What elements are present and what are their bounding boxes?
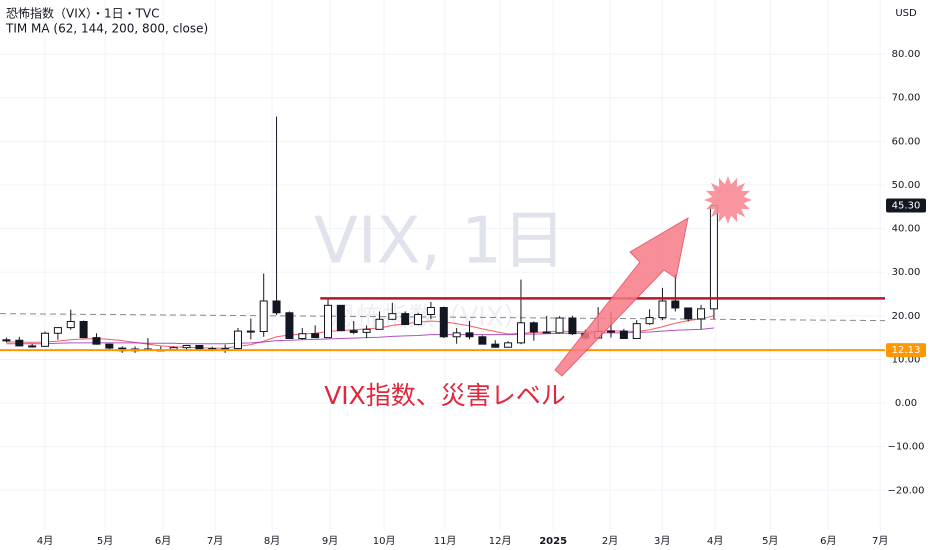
candle-body — [259, 300, 268, 333]
candle-body — [285, 312, 294, 340]
candle-body — [2, 339, 11, 342]
candle-body — [529, 322, 538, 333]
x-tick-label: 9月 — [322, 535, 338, 547]
last-price-tag-box — [886, 198, 926, 213]
x-tick-label: 3月 — [654, 535, 670, 547]
candle-body — [516, 322, 525, 344]
x-tick-label: 5月 — [97, 535, 113, 547]
candle-body — [465, 332, 474, 338]
candle-body — [414, 314, 423, 326]
y-tick-label: 70.00 — [892, 93, 921, 104]
candle-body — [28, 345, 37, 348]
candle-body — [298, 333, 307, 340]
candle-body — [426, 307, 435, 316]
candle-body — [195, 344, 204, 350]
candle-body — [349, 330, 358, 333]
x-tick-label: 6月 — [155, 535, 171, 547]
x-tick-label: 2025 — [539, 536, 567, 547]
candle-body — [272, 300, 281, 314]
candle-body — [41, 332, 50, 347]
y-tick-label: 20.00 — [892, 311, 921, 322]
support-tag-box — [886, 343, 926, 358]
candle-body — [697, 308, 706, 320]
y-tick-label: 0.00 — [895, 398, 917, 409]
y-tick-label: 30.00 — [892, 267, 921, 278]
x-tick-label: 4月 — [707, 535, 723, 547]
candle-body — [375, 318, 384, 330]
x-tick-label: 12月 — [489, 535, 512, 547]
candle-body — [709, 204, 718, 310]
y-tick-label: −10.00 — [887, 442, 924, 453]
x-tick-label: 5月 — [762, 535, 778, 547]
currency: USD — [895, 8, 917, 19]
candle-body — [15, 339, 24, 347]
candle-body — [311, 333, 320, 339]
candle-body — [53, 327, 62, 334]
annotation: VIX指数、災害レベル — [324, 381, 566, 410]
candle-body — [619, 330, 628, 340]
x-tick-label: 2月 — [602, 535, 618, 547]
candle-body — [542, 331, 551, 334]
x-tick-label: 6月 — [820, 535, 836, 547]
candle-body — [658, 300, 667, 319]
candle-body — [324, 304, 333, 339]
candle-body — [79, 320, 88, 339]
candle-body — [439, 307, 448, 338]
candle-body — [504, 342, 513, 348]
y-tick-label: 60.00 — [892, 136, 921, 147]
candle-body — [607, 330, 616, 333]
candle-body — [105, 343, 114, 349]
candle-body — [452, 332, 461, 338]
candle-body — [555, 317, 564, 334]
y-tick-label: 10.00 — [892, 354, 921, 365]
y-tick-label: −20.00 — [887, 485, 924, 496]
support-tag-label: 12.13 — [892, 345, 921, 356]
candle-body — [66, 320, 75, 329]
x-tick-label: 8月 — [264, 535, 280, 547]
candle-body — [684, 307, 693, 320]
last-price-tag-label: 45.30 — [892, 200, 921, 211]
candle-body — [645, 317, 654, 325]
candle-body — [233, 330, 242, 350]
candle-body — [478, 336, 487, 345]
arrow — [554, 217, 689, 377]
candle-body — [362, 328, 371, 333]
x-tick-label: 4月 — [37, 535, 53, 547]
watermark: VIX, 1日 — [314, 205, 566, 279]
x-tick-label: 7月 — [872, 535, 888, 547]
candle-body — [336, 304, 345, 332]
y-tick-label: 80.00 — [892, 49, 921, 60]
x-tick-label: 7月 — [207, 535, 223, 547]
candle-body — [568, 317, 577, 335]
candle-body — [92, 337, 101, 345]
candle-body — [632, 323, 641, 340]
candle-body — [671, 300, 680, 309]
candle-body — [246, 330, 255, 333]
candle-body — [491, 343, 500, 348]
candle-body — [388, 313, 397, 320]
chart-title: 恐怖指数（VIX）・1日・TVC — [6, 6, 160, 21]
x-tick-label: 11月 — [434, 535, 457, 547]
y-tick-label: 40.00 — [892, 224, 921, 235]
indicator-label: TIM MA (62, 144, 200, 800, close) — [5, 22, 208, 36]
candle-body — [401, 313, 410, 326]
candle-body — [182, 344, 191, 349]
x-tick-label: 10月 — [373, 535, 396, 547]
starburst — [704, 176, 752, 224]
y-tick-label: 50.00 — [892, 180, 921, 191]
